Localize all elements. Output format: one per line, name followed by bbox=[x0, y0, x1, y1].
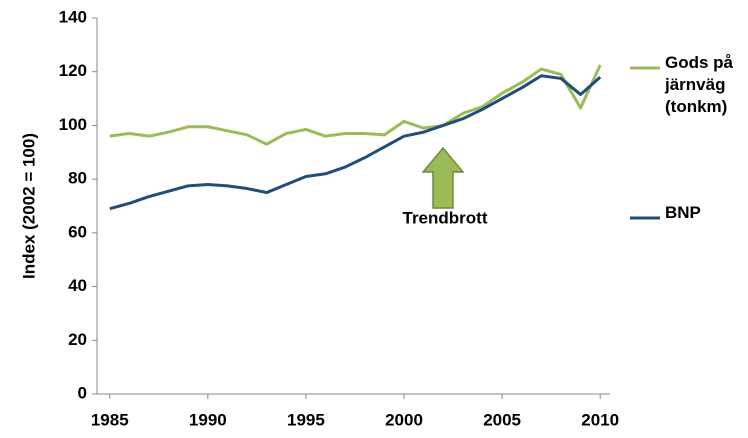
legend-label: Gods på järnväg (tonkm) bbox=[665, 53, 734, 116]
legend-label: BNP bbox=[665, 203, 701, 222]
series-line bbox=[109, 64, 602, 146]
x-tick-label: 1995 bbox=[287, 410, 325, 429]
y-tick-label: 120 bbox=[59, 61, 87, 80]
y-tick-label: 80 bbox=[68, 169, 87, 188]
annotation: Trendbrott bbox=[403, 208, 488, 227]
series-line bbox=[109, 74, 602, 211]
y-tick-label: 40 bbox=[68, 276, 87, 295]
y-axis-label: Index (2002 = 100) bbox=[19, 133, 38, 279]
y-tick-label: 0 bbox=[78, 383, 87, 402]
x-tick-label: 2010 bbox=[581, 410, 619, 429]
y-tick-label: 20 bbox=[68, 330, 87, 349]
trend-arrow bbox=[421, 146, 465, 209]
x-tick-label: 1990 bbox=[189, 410, 227, 429]
x-tick-label: 1985 bbox=[91, 410, 129, 429]
x-tick-label: 2005 bbox=[483, 410, 521, 429]
x-tick-label: 2000 bbox=[385, 410, 423, 429]
y-tick-label: 60 bbox=[68, 222, 87, 241]
y-tick-label: 100 bbox=[59, 115, 87, 134]
y-tick-label: 140 bbox=[59, 7, 87, 26]
